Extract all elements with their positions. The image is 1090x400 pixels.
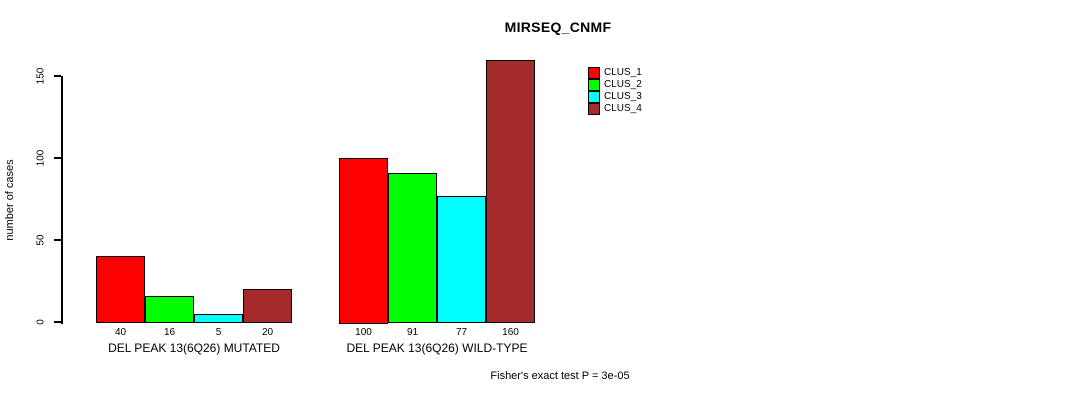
- bar-value-label: 16: [163, 327, 176, 338]
- legend-item-label: CLUS_4: [604, 103, 642, 115]
- bar: [388, 172, 437, 324]
- legend-swatch: [588, 66, 600, 79]
- y-axis-title: number of cases: [4, 159, 16, 241]
- legend-item-label: CLUS_1: [604, 66, 642, 78]
- y-axis-tick-label: 100: [35, 149, 47, 167]
- bar-value-label: 100: [355, 327, 372, 338]
- bar-value-label: 91: [406, 327, 419, 338]
- y-axis-line: [61, 76, 63, 324]
- bar: [243, 289, 292, 324]
- y-axis-tick-label: 150: [35, 67, 47, 85]
- bar: [145, 295, 194, 324]
- legend-item-label: CLUS_3: [604, 90, 642, 102]
- bar: [437, 195, 486, 324]
- y-axis-tick: [54, 75, 61, 77]
- y-axis-tick: [54, 157, 61, 159]
- y-axis-tick-label: 50: [35, 234, 47, 246]
- y-axis-tick: [54, 239, 61, 241]
- bar-value-label: 20: [261, 327, 274, 338]
- bar: [339, 158, 388, 324]
- annotation-text: Fisher's exact test P = 3e-05: [490, 370, 630, 382]
- bar: [194, 313, 243, 324]
- chart-title: MIRSEQ_CNMF: [504, 19, 612, 35]
- legend-swatch: [588, 78, 600, 91]
- bar: [486, 59, 535, 324]
- group-label: DEL PEAK 13(6Q26) WILD-TYPE: [346, 341, 528, 355]
- bar-value-label: 77: [455, 327, 468, 338]
- bar-value-label: 40: [114, 327, 127, 338]
- legend-swatch: [588, 90, 600, 103]
- y-axis-tick: [54, 321, 61, 323]
- y-axis-tick-label: 0: [35, 319, 47, 325]
- bar-value-label: 160: [502, 327, 519, 338]
- bar: [96, 256, 145, 324]
- legend-swatch: [588, 103, 600, 116]
- bar-value-label: 5: [215, 327, 222, 338]
- group-label: DEL PEAK 13(6Q26) MUTATED: [108, 341, 280, 355]
- legend-item-label: CLUS_2: [604, 78, 642, 90]
